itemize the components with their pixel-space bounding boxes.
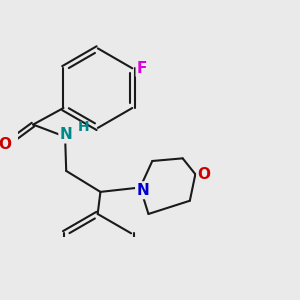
Text: N: N <box>136 183 149 198</box>
Text: H: H <box>77 120 89 134</box>
Text: N: N <box>60 127 73 142</box>
Text: O: O <box>198 167 211 182</box>
Text: F: F <box>137 61 147 76</box>
Text: O: O <box>0 137 11 152</box>
